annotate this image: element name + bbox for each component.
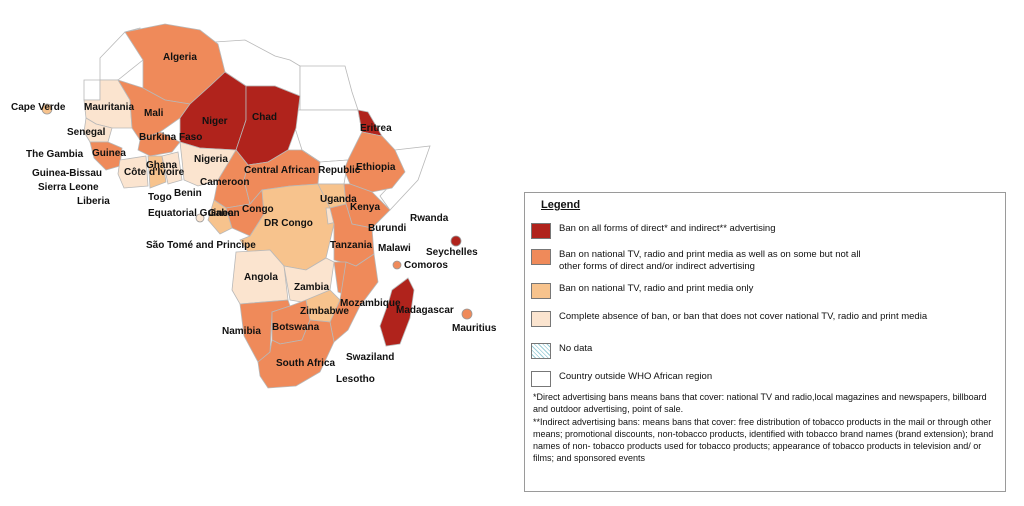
sao-tome-dot	[195, 213, 205, 223]
ethiopia-shape	[343, 131, 406, 193]
label-burundi: Burundi	[368, 223, 407, 234]
zambia-shape	[283, 257, 335, 305]
label-sao-tome: São Tomé and Principe	[146, 240, 256, 251]
legend-notes: *Direct advertising bans means bans that…	[533, 391, 1003, 465]
label-comoros: Comoros	[404, 260, 448, 271]
label-the-gambia: The Gambia	[26, 149, 84, 160]
label-lesotho: Lesotho	[336, 374, 375, 385]
label-madagascar: Madagascar	[396, 305, 454, 316]
label-mauritius: Mauritius	[452, 323, 497, 334]
legend-title: Legend	[541, 199, 581, 211]
legend-item-ban-some: Ban on national TV, radio and print medi…	[531, 249, 879, 273]
legend-box: Legend Ban on all forms of direct* and i…	[524, 192, 1006, 492]
label-dr-congo: DR Congo	[264, 218, 313, 229]
label-mozambique: Mozambique	[340, 298, 401, 309]
label-ghana: Ghana	[146, 160, 178, 171]
legend-swatch-ban-some	[531, 249, 551, 265]
comoros-dot	[392, 260, 402, 270]
legend-text-no-ban: Complete absence of ban, or ban that doe…	[559, 311, 928, 322]
legend-text-ban-media: Ban on national TV, radio and print medi…	[559, 283, 754, 294]
label-algeria: Algeria	[163, 52, 197, 63]
label-liberia: Liberia	[77, 196, 110, 207]
cote-divoire-shape	[117, 155, 149, 189]
label-swaziland: Swaziland	[346, 352, 394, 363]
label-uganda: Uganda	[320, 194, 357, 205]
label-mauritania: Mauritania	[84, 102, 134, 113]
togo-benin-shape	[161, 151, 183, 185]
label-botswana: Botswana	[272, 322, 320, 333]
legend-item-no-ban: Complete absence of ban, or ban that doe…	[531, 311, 999, 327]
mali-shape	[117, 79, 191, 141]
madagascar-shape	[379, 277, 415, 347]
mauritius-dot	[461, 308, 473, 320]
label-eq-guinea: Equatorial Guinea	[148, 208, 234, 219]
legend-text-no-data: No data	[559, 343, 593, 354]
legend-item-ban-media: Ban on national TV, radio and print medi…	[531, 283, 999, 299]
legend-text-ban-all: Ban on all forms of direct* and indirect…	[559, 223, 776, 234]
label-eritrea: Eritrea	[360, 123, 392, 134]
africa-map: Cape Verde Mauritania Algeria Mali Niger…	[11, 23, 497, 389]
seychelles-dot	[450, 235, 462, 247]
label-south-africa: South Africa	[276, 358, 336, 369]
label-tanzania: Tanzania	[330, 240, 372, 251]
label-guinea-bissau: Guinea-Bissau	[32, 168, 102, 179]
label-burkina: Burkina Faso	[139, 132, 202, 143]
burkina-shape	[137, 131, 181, 157]
ghana-shape	[147, 155, 167, 189]
label-seychelles: Seychelles	[426, 247, 478, 258]
namibia-shape	[239, 299, 291, 363]
south-africa-shape	[257, 319, 335, 389]
label-mali: Mali	[144, 108, 164, 119]
label-senegal: Senegal	[67, 127, 106, 138]
legend-swatch-no-ban	[531, 311, 551, 327]
legend-swatch-ban-media	[531, 283, 551, 299]
label-malawi: Malawi	[378, 243, 411, 254]
label-gabon: Gabon	[208, 208, 240, 219]
western-sahara-region	[83, 79, 101, 101]
label-guinea: Guinea	[92, 148, 126, 159]
label-niger: Niger	[202, 116, 228, 127]
label-benin: Benin	[174, 188, 202, 199]
label-nigeria: Nigeria	[194, 154, 228, 165]
label-ethiopia: Ethiopia	[356, 162, 396, 173]
label-angola: Angola	[244, 272, 278, 283]
label-car: Central African Republic	[244, 165, 361, 176]
legend-swatch-no-data	[531, 343, 551, 359]
label-cameroon: Cameroon	[200, 177, 249, 188]
label-zimbabwe: Zimbabwe	[300, 306, 349, 317]
label-cape-verde: Cape Verde	[11, 102, 66, 113]
legend-swatch-ban-all	[531, 223, 551, 239]
note-direct: *Direct advertising bans means bans that…	[533, 392, 987, 415]
legend-item-ban-all: Ban on all forms of direct* and indirect…	[531, 223, 999, 239]
label-congo: Congo	[242, 204, 274, 215]
label-togo: Togo	[148, 192, 172, 203]
legend-text-ban-some: Ban on national TV, radio and print medi…	[559, 249, 861, 272]
legend-item-no-data: No data	[531, 343, 999, 359]
egypt-region	[299, 65, 359, 111]
legend-text-outside: Country outside WHO African region	[559, 371, 713, 382]
label-namibia: Namibia	[222, 326, 261, 337]
label-kenya: Kenya	[350, 202, 380, 213]
legend-item-outside: Country outside WHO African region	[531, 371, 999, 387]
label-sierra-leone: Sierra Leone	[38, 182, 99, 193]
note-indirect: **Indirect advertising bans: means bans …	[533, 416, 994, 464]
label-rwanda: Rwanda	[410, 213, 449, 224]
label-chad: Chad	[252, 112, 277, 123]
legend-swatch-outside	[531, 371, 551, 387]
cape-verde-dot	[41, 103, 53, 115]
label-zambia: Zambia	[294, 282, 329, 293]
label-cote-divoire: Côte d'Ivoire	[124, 167, 185, 178]
